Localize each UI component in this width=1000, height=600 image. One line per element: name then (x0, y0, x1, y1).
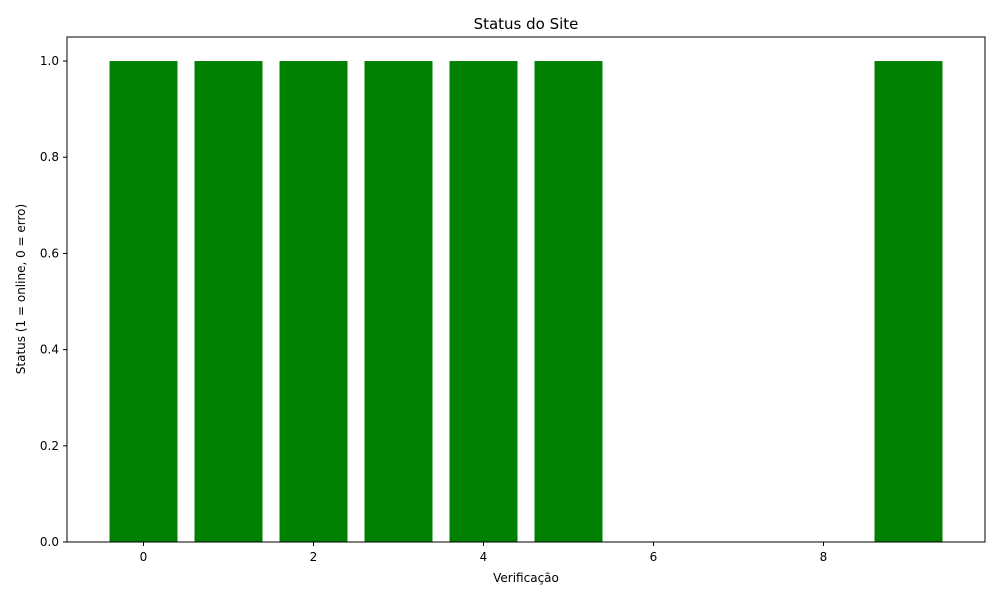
bar-3 (364, 61, 433, 543)
x-axis-label: Verificação (493, 571, 559, 585)
bar-9 (874, 61, 943, 543)
x-tick-label: 0 (140, 550, 148, 564)
y-axis-ticks: 0.0 0.2 0.4 0.6 0.8 1.0 (40, 54, 67, 549)
x-axis-ticks: 0 2 4 6 8 (140, 542, 828, 564)
y-tick-label: 1.0 (40, 54, 59, 68)
bar-5 (534, 61, 603, 543)
bar-2 (279, 61, 348, 543)
y-tick-label: 0.2 (40, 439, 59, 453)
bar-0 (109, 61, 178, 543)
x-tick-label: 8 (820, 550, 828, 564)
bars-group (109, 61, 943, 543)
chart-title: Status do Site (474, 15, 579, 33)
x-tick-label: 6 (650, 550, 658, 564)
x-tick-label: 2 (310, 550, 318, 564)
plot-area: 0 2 4 6 8 0.0 0.2 0.4 0.6 0.8 1.0 (40, 36, 986, 564)
y-tick-label: 0.6 (40, 246, 59, 260)
y-axis-label: Status (1 = online, 0 = erro) (14, 204, 28, 374)
bar-4 (449, 61, 518, 543)
y-tick-label: 0.0 (40, 535, 59, 549)
bar-1 (194, 61, 263, 543)
y-tick-label: 0.4 (40, 343, 59, 357)
x-tick-label: 4 (480, 550, 488, 564)
y-tick-label: 0.8 (40, 150, 59, 164)
plot-frame (66, 36, 986, 543)
